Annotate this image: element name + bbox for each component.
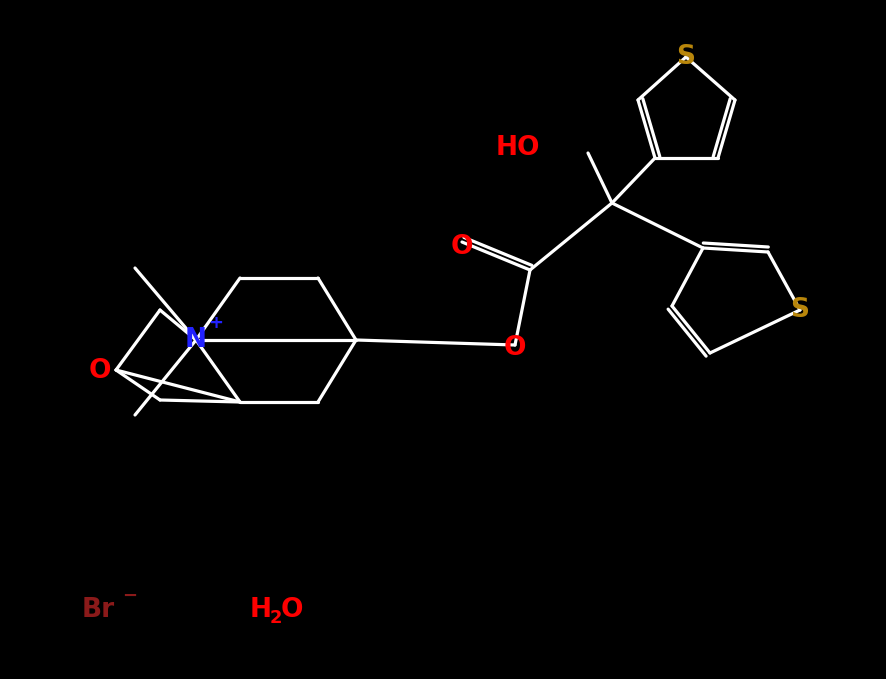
Text: −: −	[122, 587, 137, 605]
Text: 2: 2	[269, 609, 283, 627]
Text: O: O	[89, 358, 112, 384]
Text: S: S	[677, 44, 696, 70]
Text: Br: Br	[82, 597, 114, 623]
Text: HO: HO	[496, 135, 540, 161]
Text: +: +	[208, 314, 223, 332]
Text: N: N	[185, 327, 207, 353]
Text: H: H	[250, 597, 272, 623]
Text: O: O	[451, 234, 473, 260]
Text: S: S	[790, 297, 810, 323]
Text: O: O	[281, 597, 303, 623]
Text: O: O	[504, 335, 526, 361]
